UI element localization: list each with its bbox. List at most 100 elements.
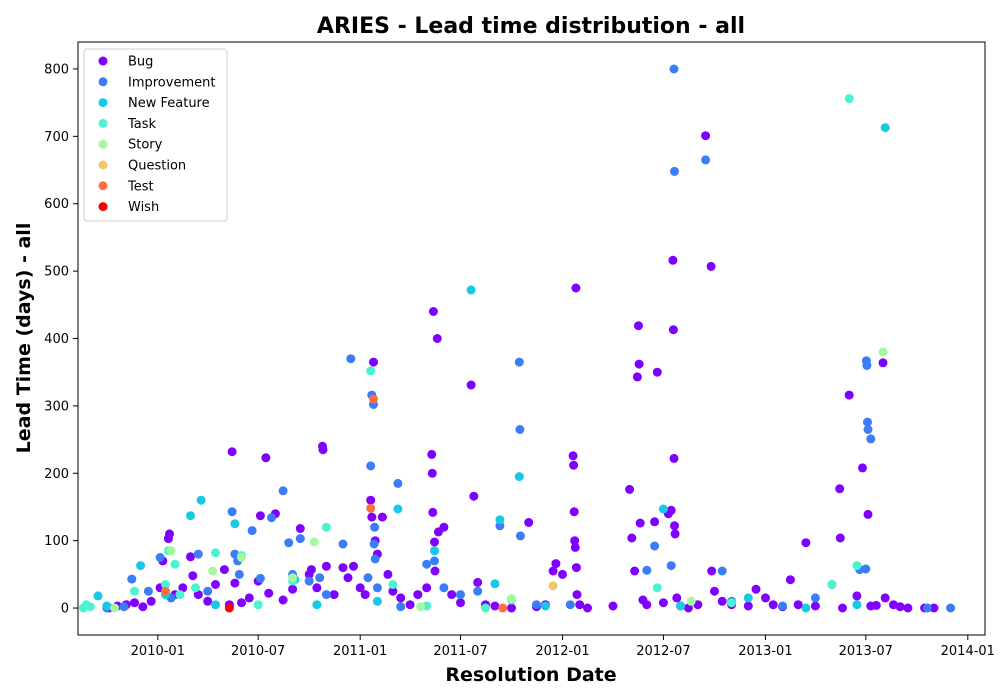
point-bug — [632, 372, 642, 382]
point-task — [253, 600, 263, 610]
point-improvement — [669, 64, 679, 74]
point-improvement — [119, 602, 129, 612]
point-bug — [670, 521, 679, 531]
x-tick-label: 2012-01 — [535, 644, 589, 659]
point-bug — [165, 529, 174, 539]
point-bug — [669, 453, 679, 463]
point-bug — [903, 603, 913, 613]
point-bug — [261, 453, 271, 463]
y-tick-label: 800 — [44, 62, 69, 77]
legend-marker-bug — [98, 56, 108, 66]
legend-label-bug: Bug — [128, 55, 153, 70]
point-improvement — [295, 534, 305, 544]
point-bug — [377, 512, 387, 522]
y-tick-label: 300 — [44, 399, 69, 414]
point-task — [321, 522, 331, 532]
point-bug — [835, 533, 845, 543]
point-task — [191, 583, 200, 593]
point-bug — [572, 590, 582, 600]
point-bug — [668, 325, 678, 335]
point-bug — [422, 583, 432, 593]
point-task — [366, 366, 376, 376]
point-bug — [863, 509, 873, 519]
point-bug — [456, 598, 465, 608]
point-task — [481, 603, 490, 613]
point-bug — [447, 590, 457, 600]
point-new-feature — [211, 600, 220, 610]
point-bug — [413, 590, 423, 600]
point-new-feature — [658, 504, 668, 514]
point-bug — [844, 390, 854, 400]
point-bug — [278, 595, 288, 605]
point-improvement — [717, 566, 727, 576]
point-bug — [211, 580, 220, 589]
point-bug — [388, 586, 398, 596]
point-improvement — [701, 155, 711, 165]
point-story — [507, 594, 516, 604]
point-bug — [466, 380, 476, 390]
point-task — [652, 583, 662, 593]
point-bug — [551, 559, 561, 569]
point-bug — [575, 600, 585, 610]
point-new-feature — [196, 495, 206, 505]
legend-label-new-feature: New Feature — [128, 96, 210, 111]
x-tick-label: 2010-07 — [231, 644, 285, 659]
y-tick-label: 0 — [61, 602, 69, 617]
point-improvement — [565, 600, 575, 610]
point-bug — [568, 451, 578, 461]
y-tick-label: 200 — [44, 467, 69, 482]
y-axis: 0 100 200 300 400 500 600 700 800 — [44, 62, 78, 617]
point-bug — [858, 463, 867, 473]
point-task — [388, 580, 398, 589]
legend-marker-new-feature — [98, 98, 108, 108]
x-tick-label: 2011-07 — [433, 644, 487, 659]
point-improvement — [514, 357, 524, 367]
point-bug — [383, 569, 393, 579]
point-wish — [224, 603, 234, 613]
point-bug — [658, 598, 668, 608]
point-new-feature — [430, 546, 439, 556]
point-bug — [343, 573, 353, 583]
point-bug — [571, 563, 581, 573]
legend-marker-question — [98, 160, 108, 170]
point-bug — [701, 131, 711, 141]
point-bug — [295, 524, 305, 533]
y-tick-label: 700 — [44, 130, 69, 145]
point-improvement — [227, 507, 237, 517]
point-bug — [707, 566, 717, 576]
point-improvement — [393, 478, 403, 488]
point-improvement — [439, 583, 449, 593]
legend-marker-wish — [98, 202, 108, 212]
legend-marker-improvement — [98, 77, 108, 87]
x-tick-label: 2013-07 — [839, 644, 893, 659]
point-bug — [338, 563, 348, 573]
point-bug — [428, 307, 438, 316]
point-task — [211, 548, 220, 558]
point-bug — [432, 334, 442, 343]
point-bug — [439, 522, 449, 532]
point-bug — [473, 577, 483, 587]
point-bug — [801, 538, 811, 548]
point-improvement — [866, 434, 876, 444]
point-improvement — [532, 600, 541, 610]
point-bug — [405, 600, 415, 610]
point-bug — [634, 321, 643, 331]
y-tick-label: 600 — [44, 197, 69, 212]
point-new-feature — [372, 596, 382, 606]
point-bug — [427, 468, 437, 478]
point-new-feature — [490, 579, 500, 589]
point-story — [878, 347, 888, 357]
point-new-feature — [495, 515, 505, 525]
point-new-feature — [312, 600, 322, 610]
point-test — [161, 586, 171, 596]
legend-label-improvement: Improvement — [128, 75, 215, 90]
point-improvement — [863, 417, 872, 427]
point-bug — [558, 569, 567, 579]
point-bug — [785, 575, 795, 585]
point-bug — [929, 603, 939, 613]
point-task — [175, 590, 185, 600]
point-new-feature — [880, 123, 890, 133]
point-bug — [810, 601, 820, 611]
legend: Bug Improvement New Feature Task Story Questi… — [83, 48, 228, 222]
